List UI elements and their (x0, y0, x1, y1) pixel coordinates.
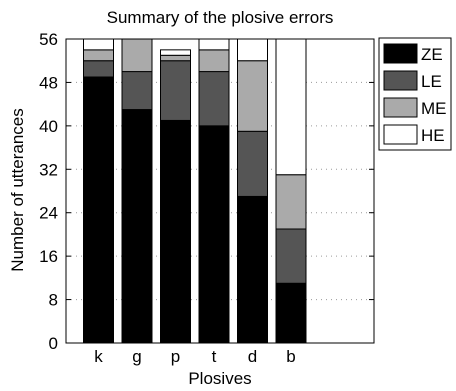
bar-segment-k-he (83, 38, 114, 51)
y-axis-ticks: 0 8 16 24 32 40 48 56 (39, 30, 374, 353)
legend-swatch-me (383, 97, 418, 118)
legend-swatch-le (383, 70, 418, 91)
bar-segment-p-le (160, 60, 191, 121)
bar-segment-b-le (275, 228, 307, 284)
y-tick-label: 32 (39, 160, 58, 179)
legend-label-le: LE (421, 72, 442, 91)
y-axis-label: Number of utterances (8, 108, 27, 271)
x-tick-label-d: d (248, 347, 257, 366)
x-tick-label-p: p (171, 347, 180, 366)
legend-label-me: ME (421, 99, 447, 118)
y-tick-label: 24 (39, 204, 58, 223)
bar-segment-k-ze (83, 76, 114, 344)
bar-segment-k-le (83, 60, 114, 78)
bar-segment-p-me (160, 54, 191, 62)
bar-segment-t-le (198, 71, 230, 127)
bar-segment-g-ze (121, 109, 153, 344)
bar-segment-d-me (237, 60, 268, 132)
y-tick-label: 48 (39, 73, 58, 92)
bar-segment-p-he (160, 49, 191, 56)
legend-swatch-he (383, 124, 418, 145)
bar-segment-d-he (237, 38, 268, 62)
bar-segment-g-le (121, 71, 153, 111)
bar-segment-k-me (83, 49, 114, 62)
bar-segment-b-me (275, 174, 307, 230)
y-tick-label: 16 (39, 247, 58, 266)
x-tick-label-k: k (94, 347, 103, 366)
bar-segment-t-me (198, 49, 230, 73)
legend-swatch-ze (383, 43, 418, 64)
bar-segment-b-he (275, 38, 307, 176)
plot-frame (65, 38, 375, 344)
bar-segment-d-ze (237, 195, 268, 344)
x-axis-label: Plosives (188, 369, 251, 388)
legend: ZE LE ME HE (378, 37, 452, 151)
legend-label-ze: ZE (421, 45, 443, 64)
chart-title: Summary of the plosive errors (107, 8, 334, 27)
bar-segment-t-he (198, 38, 230, 51)
bar-segment-b-ze (275, 282, 307, 344)
bar-segment-d-le (237, 130, 268, 197)
y-tick-label: 8 (49, 291, 58, 310)
x-tick-label-g: g (132, 347, 141, 366)
bars (83, 38, 307, 344)
x-tick-label-t: t (212, 347, 217, 366)
bar-segment-p-ze (160, 119, 191, 344)
bar-segment-t-ze (198, 125, 230, 344)
y-tick-label: 0 (49, 334, 58, 353)
x-tick-label-b: b (286, 347, 295, 366)
y-tick-label: 56 (39, 30, 58, 49)
y-tick-label: 40 (39, 117, 58, 136)
legend-label-he: HE (421, 126, 445, 145)
bar-segment-g-me (121, 38, 153, 73)
